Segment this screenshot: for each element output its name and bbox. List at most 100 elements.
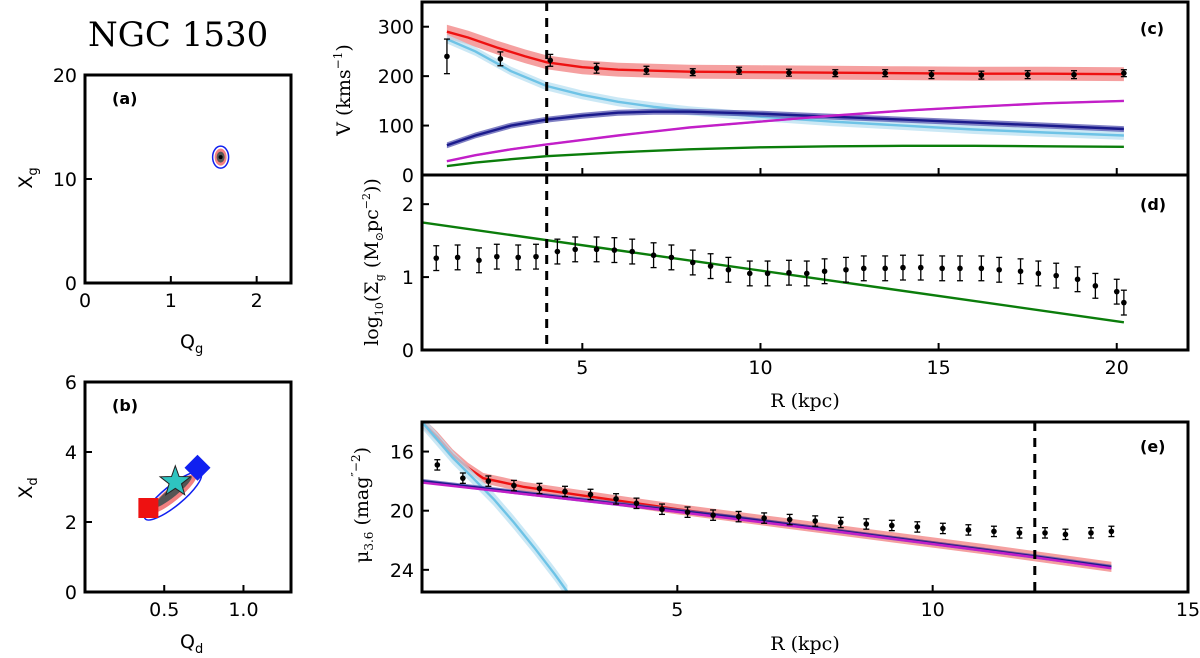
data-point <box>1108 528 1115 535</box>
data-point <box>957 265 963 272</box>
panel-a-xlabel: Qg <box>180 331 203 357</box>
series-layer <box>422 221 1125 324</box>
y-tick-label: 300 <box>378 17 414 39</box>
data-point <box>1042 530 1048 536</box>
panel-d-xlabel: R (kpc) <box>770 390 840 412</box>
y-tick-label: 4 <box>65 442 77 464</box>
x-tick-label: 5 <box>671 599 683 621</box>
panel-e-label: (e) <box>1140 437 1165 456</box>
data-point <box>710 512 716 518</box>
data-point <box>863 521 870 527</box>
data-point <box>554 248 561 255</box>
data-point <box>613 496 619 502</box>
data-point <box>643 67 650 74</box>
data-point <box>812 518 819 524</box>
data-point <box>978 72 985 78</box>
data-point <box>1062 531 1069 538</box>
panel-b-label: (b) <box>112 396 138 415</box>
panel-b-ylabel: Xd <box>15 477 41 498</box>
data-point <box>1053 272 1059 279</box>
panel-c-label: (c) <box>1140 19 1164 38</box>
data-point <box>914 524 921 530</box>
data-point <box>764 270 771 277</box>
data-point <box>900 264 906 271</box>
data-point <box>803 270 810 277</box>
data-point <box>843 266 849 273</box>
data-point <box>1088 530 1094 536</box>
data-point <box>1074 276 1081 283</box>
y-tick-label: 0 <box>402 165 414 187</box>
data-point <box>434 462 441 468</box>
series-line-lightblue <box>446 37 1124 137</box>
data-point <box>928 71 935 78</box>
x-tick-label: 10 <box>921 599 945 621</box>
figure-title: NGC 1530 <box>88 15 268 55</box>
series-layer <box>446 24 1124 168</box>
panel-c-frame <box>420 0 1190 177</box>
data-point <box>454 254 461 261</box>
data-point <box>940 525 946 532</box>
data-point <box>572 246 578 253</box>
data-point <box>547 57 554 64</box>
observed-layer <box>433 236 1127 316</box>
data-point <box>837 519 844 526</box>
observed-layer <box>434 459 1115 541</box>
panel-e-xlabel: R (kpc) <box>770 633 840 655</box>
data-point <box>832 70 839 76</box>
y-tick-label: 16 <box>390 442 414 464</box>
contour-inner <box>154 476 192 508</box>
series-band-navy <box>446 108 1124 149</box>
y-tick-label: 100 <box>378 116 414 138</box>
panel-d-ylabel: log10(Σg (M⊙pc−2)) <box>360 178 386 346</box>
y-tick-label: 0 <box>65 582 77 604</box>
x-tick-label: 20 <box>1105 357 1129 379</box>
data-point <box>860 265 867 272</box>
data-point <box>917 264 924 271</box>
data-point <box>536 485 543 492</box>
data-point <box>1113 288 1120 295</box>
data-point <box>485 478 492 484</box>
panel-a-ylabel: Xg <box>15 167 41 188</box>
data-point <box>786 269 792 276</box>
x-tick-label: 1.0 <box>228 599 258 621</box>
data-point <box>1017 268 1024 275</box>
y-tick-label: 0 <box>402 340 414 362</box>
panel-d-frame <box>420 173 1190 352</box>
data-point <box>996 266 1002 273</box>
panel-e-frame <box>420 420 1190 594</box>
series-line-lightblue <box>422 422 569 592</box>
data-point <box>659 506 665 513</box>
series-band-lightblue <box>422 422 568 592</box>
series-line-magenta <box>446 99 1124 163</box>
data-point <box>515 254 521 261</box>
series-line-green <box>446 144 1124 168</box>
data-point <box>460 475 466 481</box>
panel-b-xlabel: Qd <box>180 631 203 657</box>
x-tick-label: 0 <box>79 290 91 312</box>
panel-b: 0.5 1.0 0 2 4 6 (b) Qd Xd <box>15 372 293 657</box>
x-tick-label: 10 <box>748 357 772 379</box>
data-point <box>611 247 618 253</box>
data-point <box>736 67 742 74</box>
y-tick-label: 2 <box>402 194 414 216</box>
data-point <box>821 268 828 275</box>
data-point <box>1092 283 1099 289</box>
y-tick-label: 2 <box>65 512 77 534</box>
y-tick-label: 10 <box>53 169 77 191</box>
series-line-navy <box>446 110 1124 147</box>
data-point <box>476 257 482 264</box>
y-tick-label: 24 <box>390 560 414 582</box>
y-tick-label: 20 <box>390 501 414 523</box>
panel-c-ylabel: V (kms−1) <box>331 44 355 137</box>
panel-e: 5 10 15 16 20 24 (e) μ3.6 (mag″−2) R (kpc) <box>349 420 1200 655</box>
data-point <box>1121 299 1127 306</box>
data-point <box>587 491 594 498</box>
data-point <box>593 65 600 72</box>
data-point <box>882 265 888 272</box>
data-point <box>629 248 636 255</box>
observed-layer <box>443 38 1127 80</box>
series-line-green <box>422 221 1125 324</box>
data-point <box>433 255 440 261</box>
